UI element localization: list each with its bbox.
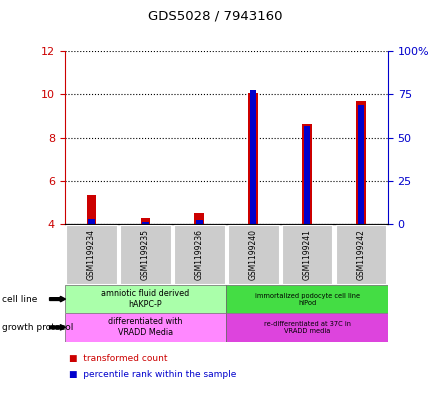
Text: differentiated with
VRADD Media: differentiated with VRADD Media xyxy=(108,317,182,338)
Bar xyxy=(226,285,387,313)
Bar xyxy=(64,285,226,313)
Text: ■  percentile rank within the sample: ■ percentile rank within the sample xyxy=(69,371,236,379)
Text: growth protocol: growth protocol xyxy=(2,323,74,332)
Text: GSM1199241: GSM1199241 xyxy=(302,229,311,280)
Text: cell line: cell line xyxy=(2,295,37,303)
Text: GSM1199234: GSM1199234 xyxy=(87,229,96,280)
Bar xyxy=(196,220,202,224)
FancyBboxPatch shape xyxy=(174,225,224,284)
Bar xyxy=(140,218,150,224)
Bar xyxy=(86,195,96,224)
Bar xyxy=(88,219,95,224)
Bar xyxy=(357,105,363,224)
Text: GDS5028 / 7943160: GDS5028 / 7943160 xyxy=(148,10,282,23)
Text: amniotic fluid derived
hAKPC-P: amniotic fluid derived hAKPC-P xyxy=(101,289,189,309)
Bar xyxy=(301,124,311,224)
Text: ■  transformed count: ■ transformed count xyxy=(69,354,167,363)
Text: GSM1199235: GSM1199235 xyxy=(141,229,150,280)
FancyBboxPatch shape xyxy=(66,225,117,284)
Bar xyxy=(194,213,204,224)
FancyBboxPatch shape xyxy=(120,225,170,284)
Bar xyxy=(355,101,365,224)
Bar xyxy=(303,126,310,224)
Text: GSM1199240: GSM1199240 xyxy=(248,229,257,280)
Bar xyxy=(64,313,226,342)
FancyBboxPatch shape xyxy=(281,225,332,284)
Bar xyxy=(142,222,148,224)
Text: re-differentiated at 37C in
VRADD media: re-differentiated at 37C in VRADD media xyxy=(263,321,350,334)
Text: GSM1199242: GSM1199242 xyxy=(356,229,365,280)
Bar xyxy=(249,90,256,224)
Text: immortalized podocyte cell line
hIPod: immortalized podocyte cell line hIPod xyxy=(254,292,359,306)
Bar xyxy=(248,93,258,224)
FancyBboxPatch shape xyxy=(335,225,385,284)
Bar xyxy=(226,313,387,342)
Text: GSM1199236: GSM1199236 xyxy=(194,229,203,280)
FancyBboxPatch shape xyxy=(227,225,278,284)
